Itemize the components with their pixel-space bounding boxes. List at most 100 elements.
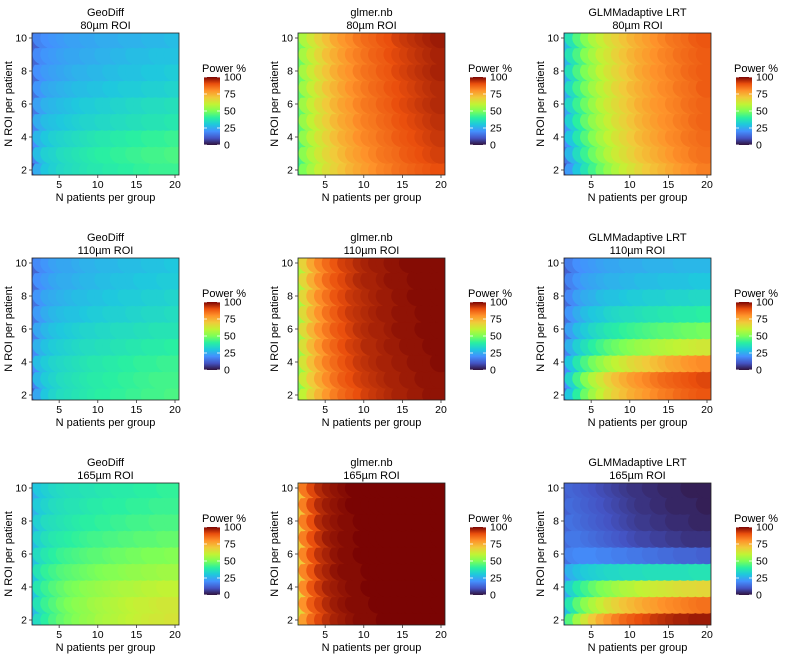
heatmap-cell xyxy=(163,60,179,82)
legend-tick-label: 75 xyxy=(756,89,768,101)
x-axis-label: N patients per group xyxy=(588,642,688,654)
y-axis-label: N ROI per patient xyxy=(3,61,15,147)
y-tick-label: 10 xyxy=(15,33,27,45)
heatmap-cells xyxy=(564,258,711,400)
legend-tick-label: 25 xyxy=(224,123,236,135)
y-tick-label: 10 xyxy=(547,483,559,495)
x-tick-label: 10 xyxy=(92,629,104,641)
heatmap-cell xyxy=(429,351,445,373)
x-tick-label: 15 xyxy=(397,404,409,416)
heatmap-cell xyxy=(429,510,445,532)
heatmap-cell xyxy=(429,60,445,82)
y-axis-label: N ROI per patient xyxy=(269,286,281,372)
y-tick-label: 8 xyxy=(287,516,293,528)
heatmap-cell xyxy=(429,77,445,98)
y-tick-label: 10 xyxy=(281,33,293,45)
y-tick-label: 6 xyxy=(553,324,559,336)
legend-tick-label: 75 xyxy=(224,539,236,551)
legend-tick-label: 25 xyxy=(224,348,236,360)
heatmap-cell xyxy=(695,143,711,164)
y-tick-label: 6 xyxy=(287,99,293,111)
x-tick-label: 15 xyxy=(131,179,143,191)
panel-title: glmer.nb xyxy=(350,457,392,469)
heatmap-cell xyxy=(163,494,179,515)
heatmap-cell xyxy=(695,269,711,290)
y-tick-label: 2 xyxy=(287,390,293,402)
y-tick-label: 6 xyxy=(21,324,27,336)
y-tick-label: 8 xyxy=(287,66,293,78)
legend-tick-label: 50 xyxy=(224,106,236,118)
y-tick-label: 10 xyxy=(15,258,27,270)
legend-title: Power % xyxy=(734,63,778,75)
heatmap-cell xyxy=(163,110,179,131)
x-tick-label: 5 xyxy=(588,629,594,641)
y-tick-label: 2 xyxy=(287,165,293,177)
heatmap-cell xyxy=(695,351,711,373)
panel-title: GeoDiff xyxy=(87,457,125,469)
y-tick-label: 8 xyxy=(287,291,293,303)
x-tick-label: 10 xyxy=(624,179,636,191)
heatmap-cell xyxy=(695,560,711,581)
heatmap-cell xyxy=(695,126,711,148)
legend-tick-label: 0 xyxy=(756,140,762,152)
heatmap-cell xyxy=(429,93,445,115)
x-tick-label: 20 xyxy=(701,404,713,416)
y-tick-label: 8 xyxy=(553,291,559,303)
heatmap-cell xyxy=(429,483,445,499)
y-tick-label: 4 xyxy=(553,132,559,144)
heatmap-cell xyxy=(695,368,711,389)
y-axis-label: N ROI per patient xyxy=(535,511,547,597)
heatmap-cell xyxy=(429,527,445,548)
y-tick-label: 4 xyxy=(287,132,293,144)
x-tick-label: 5 xyxy=(56,629,62,641)
y-tick-label: 8 xyxy=(553,516,559,528)
panel-title: GeoDiff xyxy=(87,232,125,244)
y-tick-label: 6 xyxy=(287,324,293,336)
x-tick-label: 10 xyxy=(92,404,104,416)
legend-colorbar xyxy=(470,77,486,145)
legend-title: Power % xyxy=(468,288,512,300)
legend-tick-label: 75 xyxy=(224,89,236,101)
x-tick-label: 5 xyxy=(588,404,594,416)
heatmap-cell xyxy=(695,510,711,532)
x-tick-label: 15 xyxy=(663,404,675,416)
heatmap-cell xyxy=(163,593,179,614)
heatmap-cell xyxy=(695,302,711,323)
x-tick-label: 15 xyxy=(663,629,675,641)
x-tick-label: 5 xyxy=(56,404,62,416)
heatmap-cell xyxy=(429,33,445,49)
y-tick-label: 4 xyxy=(287,582,293,594)
x-tick-label: 15 xyxy=(397,629,409,641)
heatmap-cell xyxy=(695,60,711,82)
legend-colorbar xyxy=(470,527,486,595)
legend-colorbar xyxy=(204,527,220,595)
heatmap-cell xyxy=(429,560,445,581)
y-tick-label: 6 xyxy=(287,549,293,561)
y-tick-label: 10 xyxy=(281,258,293,270)
y-tick-label: 6 xyxy=(21,549,27,561)
panel-subtitle: 165µm ROI xyxy=(77,470,133,482)
legend-tick-label: 100 xyxy=(490,522,508,534)
x-tick-label: 20 xyxy=(435,179,447,191)
heatmap-cell xyxy=(695,285,711,307)
heatmap-cell xyxy=(695,318,711,340)
heatmap-cell xyxy=(695,77,711,98)
legend-tick-label: 0 xyxy=(756,590,762,602)
panel-title: glmer.nb xyxy=(350,7,392,19)
x-tick-label: 15 xyxy=(663,179,675,191)
heatmap-cell xyxy=(163,143,179,164)
legend-title: Power % xyxy=(202,288,246,300)
y-tick-label: 8 xyxy=(21,291,27,303)
legend-title: Power % xyxy=(734,288,778,300)
x-tick-label: 10 xyxy=(92,179,104,191)
y-tick-label: 10 xyxy=(281,483,293,495)
heatmap-cell xyxy=(695,258,711,274)
x-tick-label: 10 xyxy=(624,629,636,641)
y-tick-label: 4 xyxy=(553,582,559,594)
